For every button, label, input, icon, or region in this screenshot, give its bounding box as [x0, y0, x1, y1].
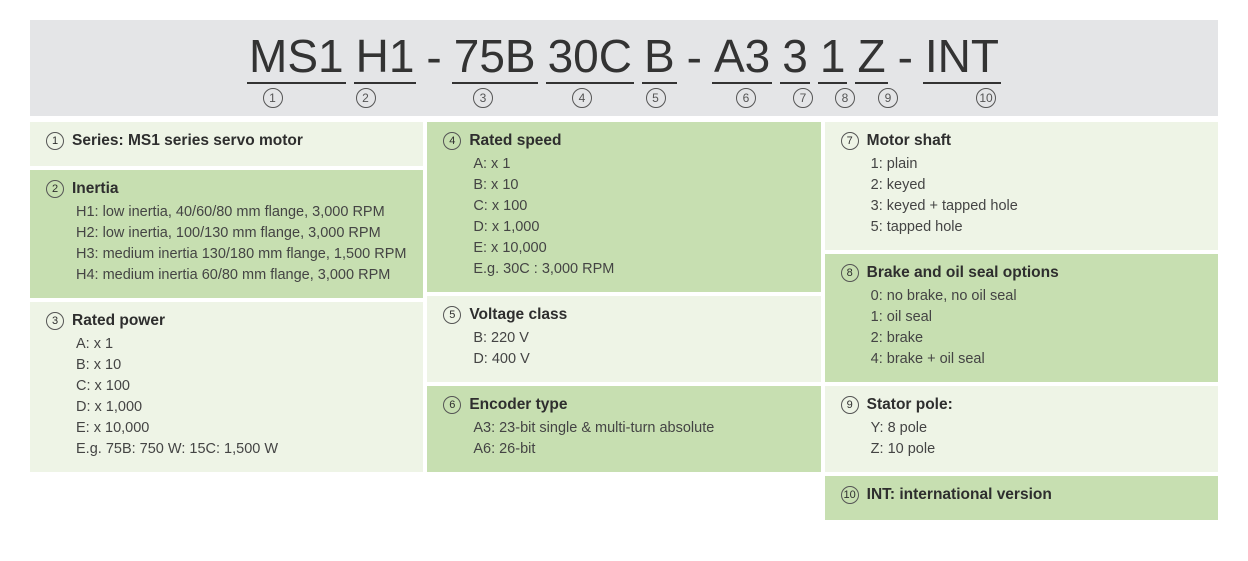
legend-block-lines: A: x 1B: x 10C: x 100D: x 1,000E: x 10,0…: [443, 154, 806, 280]
code-segment-10: INT: [923, 31, 1001, 84]
code-segment-1: MS1: [247, 31, 346, 84]
separator: -: [685, 30, 704, 84]
legend-block-1: 1Series: MS1 series servo motor: [30, 122, 423, 166]
legend-block-lines: 0: no brake, no oil seal1: oil seal2: br…: [841, 286, 1204, 370]
legend-block-title: 1Series: MS1 series servo motor: [46, 132, 409, 150]
legend-block-lines: A: x 1B: x 10C: x 100D: x 1,000E: x 10,0…: [46, 334, 409, 460]
legend-block-2: 2Inertia H1: low inertia, 40/60/80 mm fla…: [30, 170, 423, 298]
code-marker-6: 6: [714, 88, 778, 108]
legend-block-9: 9Stator pole: Y: 8 poleZ: 10 pole: [825, 386, 1218, 472]
code-marker-2: 2: [332, 88, 399, 108]
legend-column-3: 7Motor shaft 1: plain2: keyed3: keyed + t…: [825, 122, 1218, 520]
code-marker-10: 10: [945, 88, 1027, 108]
legend-block-title: 6Encoder type: [443, 396, 806, 414]
code-marker-8: 8: [828, 88, 862, 108]
legend-block-title: 3Rated power: [46, 312, 409, 330]
legend-block-10: 10INT: international version: [825, 476, 1218, 520]
code-segment-8: 1: [818, 31, 848, 84]
legend-number-badge: 1: [46, 132, 64, 150]
code-markers-row: 12 345 6789 10: [30, 88, 1218, 116]
legend-block-title: 5Voltage class: [443, 306, 806, 324]
separator: -: [896, 30, 915, 84]
legend-block-7: 7Motor shaft 1: plain2: keyed3: keyed + t…: [825, 122, 1218, 250]
legend-block-lines: B: 220 VD: 400 V: [443, 328, 806, 370]
legend-block-lines: A3: 23-bit single & multi-turn absoluteA…: [443, 418, 806, 460]
legend-column-2: 4Rated speed A: x 1B: x 10C: x 100D: x 1,…: [427, 122, 820, 520]
code-segment-3: 75B: [452, 31, 538, 84]
code-segment-4: 30C: [546, 31, 634, 84]
legend-block-8: 8Brake and oil seal options 0: no brake, …: [825, 254, 1218, 382]
legend-number-badge: 2: [46, 180, 64, 198]
code-marker-3: 3: [438, 88, 528, 108]
legend-block-lines: Y: 8 poleZ: 10 pole: [841, 418, 1204, 460]
legend-block-title: 9Stator pole:: [841, 396, 1204, 414]
legend-number-badge: 9: [841, 396, 859, 414]
code-marker-4: 4: [536, 88, 628, 108]
code-segment-9: Z: [855, 31, 887, 84]
code-segment-2: H1: [354, 31, 417, 84]
legend-number-badge: 3: [46, 312, 64, 330]
legend-number-badge: 5: [443, 306, 461, 324]
legend-block-title: 7Motor shaft: [841, 132, 1204, 150]
legend-column-1: 1Series: MS1 series servo motor 2Inertia H…: [30, 122, 423, 520]
legend-block-5: 5Voltage class B: 220 VD: 400 V: [427, 296, 820, 382]
code-marker-7: 7: [786, 88, 820, 108]
legend-number-badge: 8: [841, 264, 859, 282]
code-segment-7: 3: [780, 31, 810, 84]
code-marker-1: 1: [221, 88, 324, 108]
legend-number-badge: 7: [841, 132, 859, 150]
code-marker-5: 5: [636, 88, 675, 108]
separator: -: [424, 30, 443, 84]
legend-block-title: 8Brake and oil seal options: [841, 264, 1204, 282]
legend-block-6: 6Encoder type A3: 23-bit single & multi-t…: [427, 386, 820, 472]
code-segments-row: MS1H1-75B30CB-A331Z-INT: [30, 20, 1218, 88]
legend-block-title: 10INT: international version: [841, 486, 1204, 504]
legend-block-lines: H1: low inertia, 40/60/80 mm flange, 3,0…: [46, 202, 409, 286]
legend-number-badge: 4: [443, 132, 461, 150]
legend-block-lines: 1: plain2: keyed3: keyed + tapped hole5:…: [841, 154, 1204, 238]
model-code-bar: MS1H1-75B30CB-A331Z-INT 12345678910: [30, 20, 1218, 116]
legend-block-4: 4Rated speed A: x 1B: x 10C: x 100D: x 1,…: [427, 122, 820, 292]
legend-block-title: 2Inertia: [46, 180, 409, 198]
legend-grid: 1Series: MS1 series servo motor 2Inertia H…: [30, 122, 1218, 520]
code-segment-5: B: [642, 31, 677, 84]
legend-number-badge: 6: [443, 396, 461, 414]
legend-block-3: 3Rated power A: x 1B: x 10C: x 100D: x 1,…: [30, 302, 423, 472]
code-segment-6: A3: [712, 31, 772, 84]
legend-number-badge: 10: [841, 486, 859, 504]
code-marker-9: 9: [870, 88, 906, 108]
legend-block-title: 4Rated speed: [443, 132, 806, 150]
